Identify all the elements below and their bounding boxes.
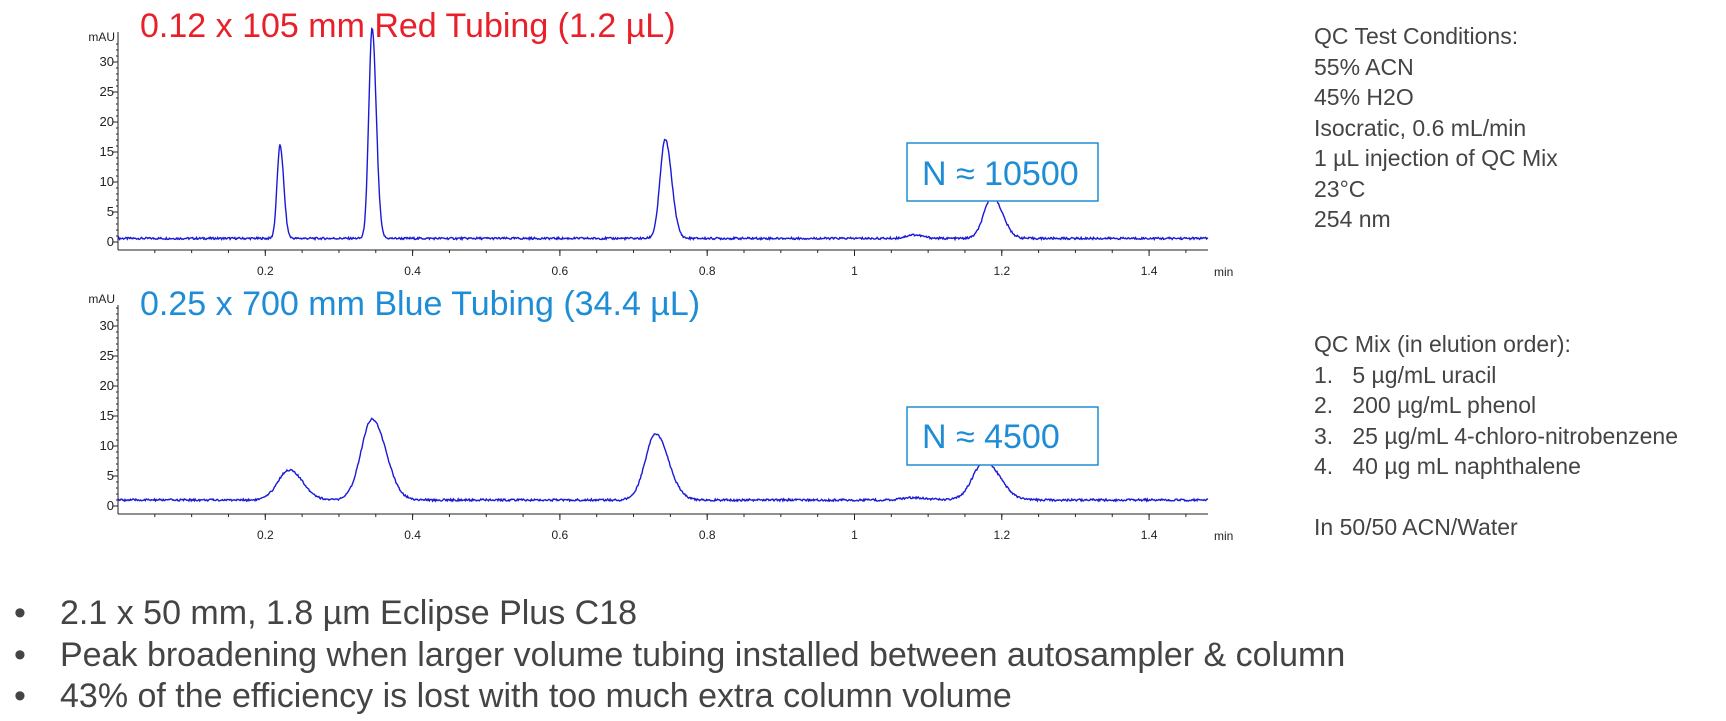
chart-title: 0.25 x 700 mm Blue Tubing (34.4 µL) — [140, 285, 700, 323]
qc-mix-item: 1. 5 µg/mL uracil — [1314, 361, 1497, 388]
x-tick-label: 0.8 — [699, 264, 716, 278]
y-tick-label: 5 — [107, 204, 114, 219]
x-tick-label: 0.4 — [404, 264, 421, 278]
bullet-text: Peak broadening when larger volume tubin… — [60, 635, 1346, 674]
x-tick-label: 0.4 — [404, 528, 421, 542]
x-tick-label: 1.2 — [993, 528, 1010, 542]
y-tick-label: 15 — [100, 144, 114, 159]
chromatogram-trace — [117, 27, 1209, 242]
bullet-item: • 43% of the efficiency is lost with too … — [12, 676, 1345, 718]
y-tick-label: 20 — [100, 378, 114, 393]
bullet-dot-icon: • — [14, 594, 26, 632]
y-axis-label: mAU — [88, 30, 115, 44]
y-tick-label: 5 — [107, 468, 114, 483]
qc-mix-title: QC Mix (in elution order): — [1314, 331, 1571, 357]
x-tick-label: 0.2 — [257, 264, 274, 278]
qc-condition-line: 45% H2O — [1314, 84, 1414, 110]
qc-mix-item: 3. 25 µg/mL 4-chloro-nitrobenzene — [1314, 422, 1678, 449]
chromatogram-blue-tubing: 0 5 10 15 20 25 30 mAU 0.2 0.4 0.6 0.8 1 1.2 1.4 min 0.2… — [88, 285, 1233, 543]
plate-count-box — [906, 142, 1099, 202]
qc-test-conditions: QC Test Conditions: 55% ACN 45% H2O Isoc… — [1314, 21, 1558, 235]
bullet-item: • 2.1 x 50 mm, 1.8 µm Eclipse Plus C18 — [12, 593, 1345, 635]
x-tick-label: 0.6 — [552, 264, 569, 278]
y-tick-label: 10 — [100, 438, 114, 453]
y-tick-label: 30 — [100, 318, 114, 333]
y-tick-label: 10 — [100, 174, 114, 189]
x-tick-label: 0.6 — [552, 528, 569, 542]
x-tick-label: 1.2 — [993, 264, 1010, 278]
bullet-text: 2.1 x 50 mm, 1.8 µm Eclipse Plus C18 — [60, 594, 638, 632]
qc-mix-solvent: In 50/50 ACN/Water — [1314, 513, 1518, 540]
x-tick-label: 0.8 — [699, 528, 716, 542]
x-tick-label: 0.2 — [257, 528, 274, 542]
x-tick-label: 1.4 — [1141, 264, 1158, 278]
y-tick-label: 15 — [100, 408, 114, 423]
bullet-text: 43% of the efficiency is lost with too m… — [60, 677, 1012, 715]
y-tick-label: 0 — [107, 234, 114, 249]
qc-conditions-title: QC Test Conditions: — [1314, 23, 1519, 49]
y-tick-label: 25 — [100, 348, 114, 363]
plate-count-label: N ≈ 4500 — [922, 418, 1060, 456]
x-tick-label: 1.4 — [1141, 528, 1158, 542]
x-tick-label: 1 — [851, 264, 858, 278]
bullet-dot-icon: • — [14, 677, 26, 715]
qc-condition-line: 55% ACN — [1314, 53, 1414, 80]
qc-condition-line: 254 nm — [1314, 206, 1391, 232]
y-axis-label: mAU — [88, 292, 115, 306]
x-tick-label: 1 — [851, 528, 858, 542]
plate-count-box — [906, 406, 1099, 466]
chromatogram-red-tubing: 0 5 10 15 20 25 30 mAU 0.2 0.4 0.6 0.8 1 1.2 1.4 min 0.1… — [88, 7, 1233, 279]
qc-mix-item: 2. 200 µg/mL phenol — [1314, 392, 1537, 418]
y-tick-label: 0 — [107, 498, 114, 513]
x-axis-label: min — [1214, 265, 1233, 279]
y-tick-label: 25 — [100, 84, 114, 99]
x-axis-label: min — [1214, 529, 1233, 543]
y-tick-label: 30 — [100, 54, 114, 69]
y-tick-label: 20 — [100, 114, 114, 129]
summary-bullets: • 2.1 x 50 mm, 1.8 µm Eclipse Plus C18 • P… — [12, 593, 1345, 718]
qc-condition-line: 23°C — [1314, 175, 1366, 202]
chart-title: 0.12 x 105 mm Red Tubing (1.2 µL) — [140, 7, 676, 45]
qc-mix-item: 4. 40 µg mL naphthalene — [1314, 453, 1581, 479]
bullet-dot-icon: • — [14, 635, 26, 674]
bullet-item: • Peak broadening when larger volume tubi… — [12, 635, 1345, 677]
qc-condition-line: 1 µL injection of QC Mix — [1314, 145, 1558, 171]
chromatogram-trace — [117, 417, 1209, 503]
qc-condition-line: Isocratic, 0.6 mL/min — [1314, 114, 1527, 141]
plate-count-label: N ≈ 10500 — [922, 155, 1079, 193]
qc-mix: QC Mix (in elution order): 1. 5 µg/mL ur… — [1314, 329, 1678, 542]
